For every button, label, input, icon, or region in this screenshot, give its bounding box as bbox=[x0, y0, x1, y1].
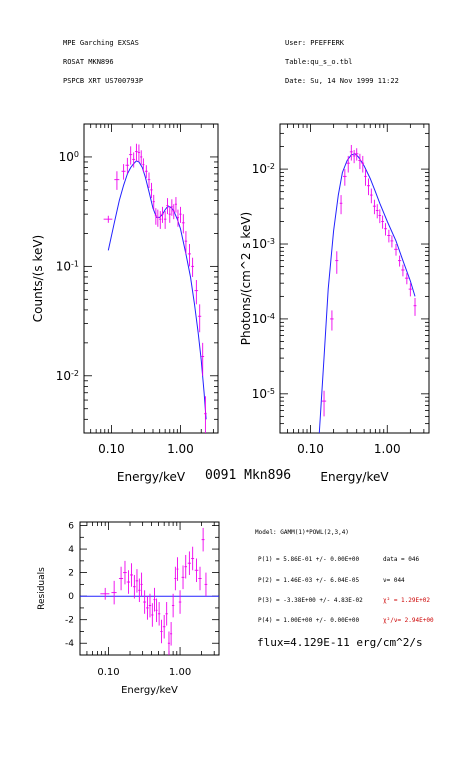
counts-y-tick-label: 10-2 bbox=[56, 368, 79, 383]
header-right-2: Table:qu_s_o.tbl bbox=[285, 58, 353, 66]
fit-model: Model: GAMM(1)*POWL(2,3,4) bbox=[255, 529, 349, 536]
fit-param-4: P(4) = 1.00E+00 +/- 0.00E+00 bbox=[258, 617, 360, 624]
flux-value: flux=4.129E-11 erg/cm^2/s bbox=[257, 636, 423, 649]
photons-plot-frame bbox=[279, 123, 430, 434]
fit-param-2: P(2) = 1.46E-03 +/- 6.04E-05 bbox=[258, 577, 360, 584]
fit-stat-dof: ν= 044 bbox=[383, 577, 405, 584]
header-right-1: User: PFEFFERK bbox=[285, 39, 345, 47]
residuals-plot-frame bbox=[79, 521, 220, 656]
photons-x-tick-label: 0.10 bbox=[297, 442, 324, 456]
residuals-y-tick-label: 0 bbox=[68, 592, 74, 602]
fit-stat-data: data = 046 bbox=[383, 556, 420, 563]
counts-model-line bbox=[107, 160, 207, 420]
counts-x-tick-label: 1.00 bbox=[167, 442, 194, 456]
counts-y-tick-label: 100 bbox=[59, 149, 79, 164]
header-right-3: Date: Su, 14 Nov 1999 11:22 bbox=[285, 77, 399, 85]
residuals-y-tick-label: 2 bbox=[68, 569, 74, 579]
photons-y-tick-label: 10-2 bbox=[252, 162, 275, 177]
residuals-y-tick-label: 6 bbox=[68, 522, 74, 532]
photons-y-axis-label: Photons/(cm^2 s keV) bbox=[239, 212, 253, 345]
counts-plot-frame bbox=[83, 123, 219, 434]
fit-stat-redchi2: χ²/ν= 2.94E+00 bbox=[383, 617, 434, 624]
header-left-1: MPE Garching EXSAS bbox=[63, 39, 139, 47]
residuals-y-tick-label: -2 bbox=[65, 616, 74, 626]
residuals-y-tick-label: -4 bbox=[65, 639, 74, 649]
counts-y-axis-label: Counts/(s keV) bbox=[31, 235, 45, 322]
photons-y-tick-label: 10-3 bbox=[252, 237, 275, 252]
counts-x-tick-label: 0.10 bbox=[98, 442, 125, 456]
fit-param-3: P(3) = -3.38E+00 +/- 4.83E-02 bbox=[258, 597, 363, 604]
photons-y-tick-label: 10-5 bbox=[252, 386, 275, 401]
fit-stat-chi2: χ² = 1.29E+02 bbox=[383, 597, 430, 604]
residuals-x-axis-label: Energy/keV bbox=[121, 685, 178, 696]
photons-y-tick-label: 10-4 bbox=[252, 311, 275, 326]
photons-x-tick-label: 1.00 bbox=[374, 442, 401, 456]
header-left-3: PSPCB XRT US700793P bbox=[63, 77, 144, 85]
residuals-x-tick-label: 1.00 bbox=[169, 667, 191, 678]
object-label: 0091 Mkn896 bbox=[205, 468, 292, 483]
photons-x-axis-label: Energy/keV bbox=[320, 470, 389, 484]
residuals-x-tick-label: 0.10 bbox=[97, 667, 119, 678]
counts-y-tick-label: 10-1 bbox=[56, 259, 79, 274]
residuals-y-axis-label: Residuals bbox=[37, 567, 47, 610]
residuals-y-tick-label: 4 bbox=[68, 545, 74, 555]
photons-model-line bbox=[318, 153, 416, 434]
counts-x-axis-label: Energy/keV bbox=[117, 470, 186, 484]
header-left-2: ROSAT MKN896 bbox=[63, 58, 114, 66]
fit-param-1: P(1) = 5.86E-01 +/- 0.00E+00 bbox=[258, 556, 360, 563]
